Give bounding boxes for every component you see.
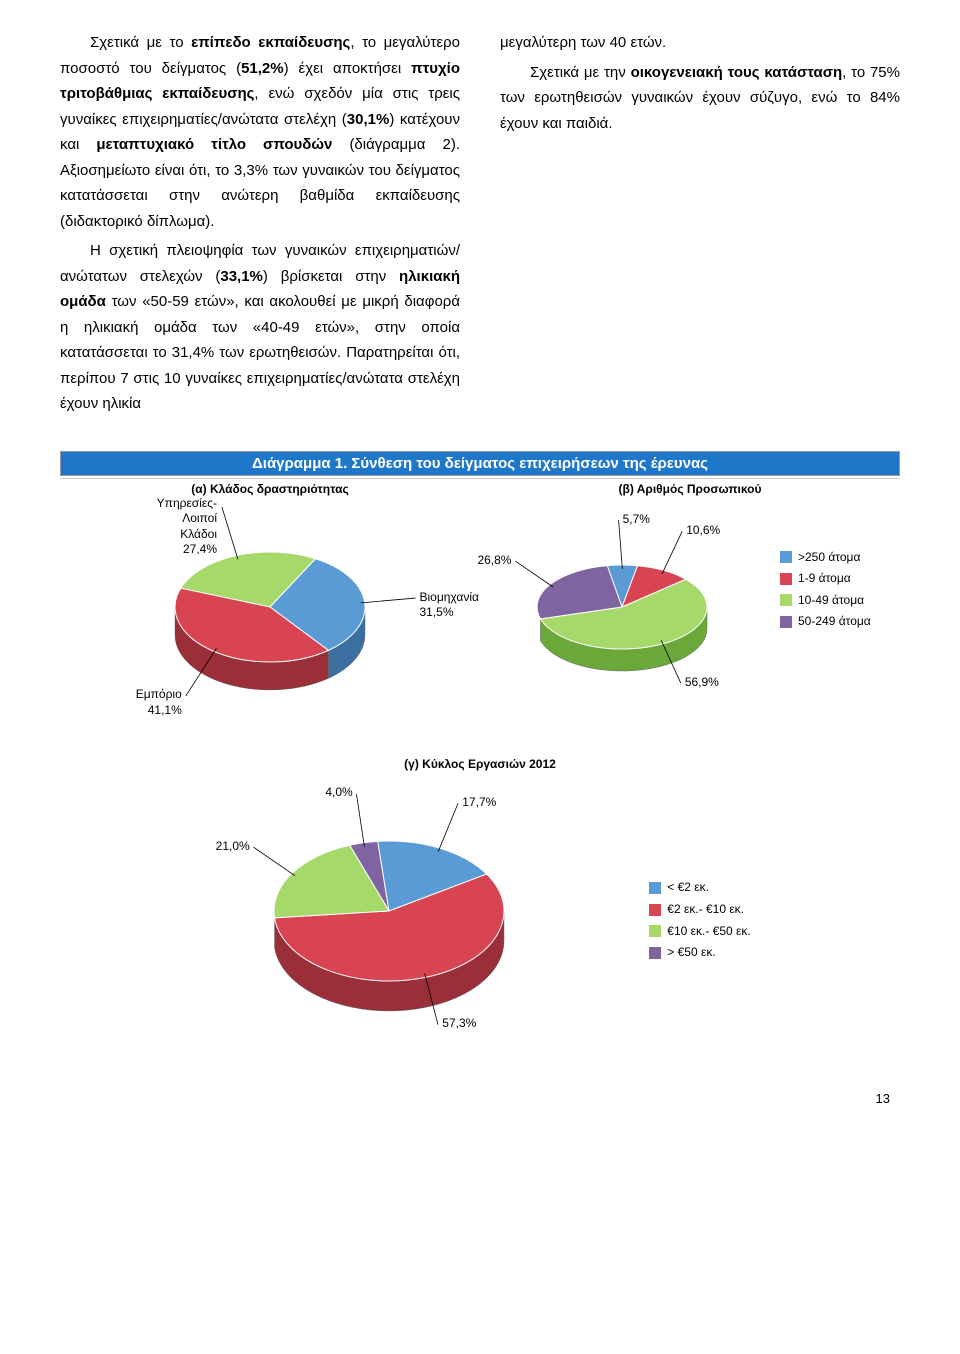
legend-swatch <box>780 551 792 563</box>
legend-swatch <box>649 947 661 959</box>
legend-label: > €50 εκ. <box>667 942 715 964</box>
chart-c-legend: < €2 εκ.€2 εκ.- €10 εκ.€10 εκ.- €50 εκ.>… <box>649 877 750 963</box>
legend-label: €2 εκ.- €10 εκ. <box>667 899 744 921</box>
page-number: 13 <box>60 1091 900 1106</box>
legend-swatch <box>780 594 792 606</box>
pie-slice-label: Υπηρεσίες- Λοιποί Κλάδοι 27,4% <box>127 496 217 558</box>
pie-slice-label: 56,9% <box>685 675 719 691</box>
left-paragraph-2: Η σχετική πλειοψηφία των γυναικών επιχει… <box>60 238 460 417</box>
pie-slice-label: 21,0% <box>160 839 250 855</box>
legend-label: €10 εκ.- €50 εκ. <box>667 921 750 943</box>
pie-slice-label: Eμπόριο 41,1% <box>92 687 182 718</box>
sub-a: (α) Κλάδος δραστηριότητας <box>60 479 480 499</box>
legend-item: < €2 εκ. <box>649 877 750 899</box>
chart-a-activity-sector: Υπηρεσίες- Λοιποί Κλάδοι 27,4%Βιομηχανία… <box>60 507 462 727</box>
legend-label: 50-249 άτομα <box>798 611 871 633</box>
legend-label: 1-9 άτομα <box>798 568 851 590</box>
chart-b-legend: >250 άτομα1-9 άτομα10-49 άτομα50-249 άτο… <box>780 507 900 727</box>
legend-label: >250 άτομα <box>798 547 860 569</box>
legend-label: 10-49 άτομα <box>798 590 864 612</box>
left-paragraph-1: Σχετικά με το επίπεδο εκπαίδευσης, το με… <box>60 30 460 234</box>
legend-item: €2 εκ.- €10 εκ. <box>649 899 750 921</box>
pie-slice-label: 4,0% <box>263 785 353 801</box>
body-text-columns: Σχετικά με το επίπεδο εκπαίδευσης, το με… <box>60 30 900 421</box>
right-paragraph-2: Σχετικά με την οικογενειακή τους κατάστα… <box>500 60 900 137</box>
legend-item: >250 άτομα <box>780 547 900 569</box>
charts-row-ab: Υπηρεσίες- Λοιποί Κλάδοι 27,4%Βιομηχανία… <box>60 507 900 727</box>
pie-svg <box>472 507 772 727</box>
pie-svg <box>209 781 569 1061</box>
legend-item: 50-249 άτομα <box>780 611 900 633</box>
legend-swatch <box>649 882 661 894</box>
right-paragraph-1: μεγαλύτερη των 40 ετών. <box>500 30 900 56</box>
legend-swatch <box>649 925 661 937</box>
diagram-1-title: Διάγραμμα 1. Σύνθεση του δείγματος επιχε… <box>60 451 900 476</box>
legend-item: > €50 εκ. <box>649 942 750 964</box>
legend-label: < €2 εκ. <box>667 877 709 899</box>
pie-slice-label: 5,7% <box>623 512 650 528</box>
legend-item: 10-49 άτομα <box>780 590 900 612</box>
pie-slice-label: 57,3% <box>442 1016 476 1032</box>
legend-swatch <box>780 616 792 628</box>
chart-b-personnel: 5,7%10,6%56,9%26,8% >250 άτομα1-9 άτομα1… <box>472 507 900 727</box>
right-column: μεγαλύτερη των 40 ετών. Σχετικά με την ο… <box>500 30 900 421</box>
pie-slice-label: 26,8% <box>421 553 511 569</box>
sub-c: (γ) Κύκλος Εργασιών 2012 <box>60 757 900 771</box>
pie-slice-label: 17,7% <box>462 795 496 811</box>
legend-swatch <box>649 904 661 916</box>
legend-item: €10 εκ.- €50 εκ. <box>649 921 750 943</box>
pie-slice-label: Βιομηχανία 31,5% <box>420 590 479 621</box>
sub-b: (β) Αριθμός Προσωπικού <box>480 479 900 499</box>
left-column: Σχετικά με το επίπεδο εκπαίδευσης, το με… <box>60 30 460 421</box>
legend-item: 1-9 άτομα <box>780 568 900 590</box>
pie-slice-label: 10,6% <box>686 523 720 539</box>
legend-swatch <box>780 573 792 585</box>
chart-c-turnover: (γ) Κύκλος Εργασιών 2012 4,0% 17,7% 57,3% 2… <box>60 757 900 1061</box>
